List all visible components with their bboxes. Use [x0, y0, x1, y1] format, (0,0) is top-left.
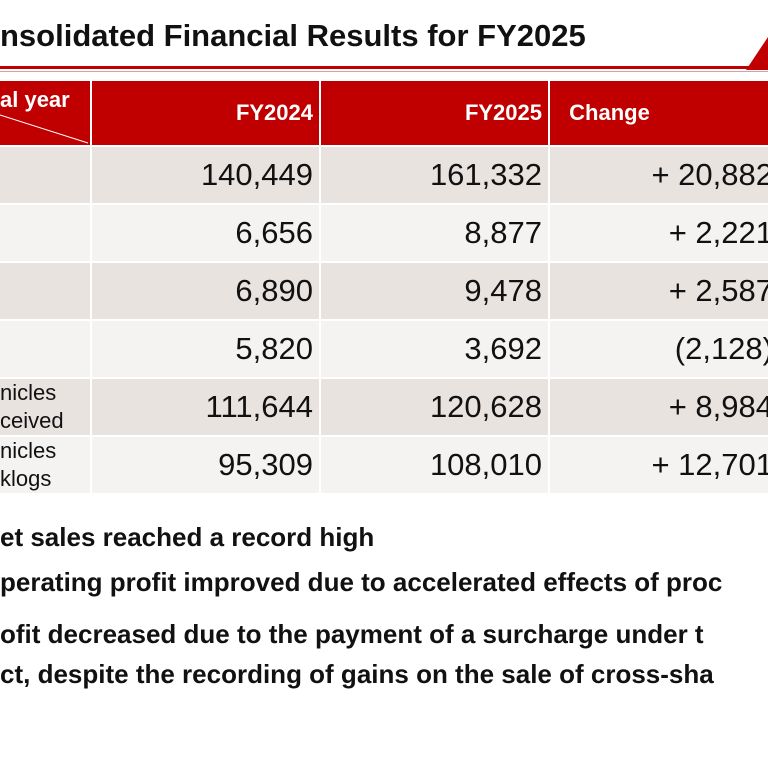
header-fy2025: FY2025	[320, 81, 550, 147]
table-row: 140,449 161,332 + 20,882	[0, 146, 768, 205]
corner-diagonal-line	[0, 114, 89, 144]
row-label	[0, 262, 92, 321]
cell-fy2025: 3,692	[320, 320, 550, 379]
cell-fy2024: 6,656	[91, 204, 321, 263]
table-header-row: al year FY2024 FY2025 Change	[0, 81, 768, 147]
cell-change: + 2,587	[549, 262, 768, 321]
row-label	[0, 204, 92, 263]
row-label: nicles ceived	[0, 378, 92, 437]
title-underline	[0, 66, 768, 69]
note-profit-decrease-cont: ct, despite the recording of gains on th…	[0, 659, 714, 689]
table-row: 6,890 9,478 + 2,587	[0, 262, 768, 321]
table-row: nicles klogs 95,309 108,010 + 12,701	[0, 436, 768, 495]
cell-fy2024: 140,449	[91, 146, 321, 205]
cell-fy2025: 120,628	[320, 378, 550, 437]
row-label	[0, 320, 92, 379]
cell-fy2024: 111,644	[91, 378, 321, 437]
financial-results-table: al year FY2024 FY2025 Change 140,449 161…	[0, 81, 768, 495]
header-fiscal-year-label: al year	[0, 87, 70, 112]
cell-fy2024: 95,309	[91, 436, 321, 495]
note-operating-profit: perating profit improved due to accelera…	[0, 567, 723, 597]
header-change: Change	[549, 81, 768, 147]
note-net-sales: et sales reached a record high	[0, 522, 375, 552]
header-fy2024: FY2024	[91, 81, 321, 147]
header-corner-cell: al year	[0, 81, 92, 147]
note-profit-decrease: ofit decreased due to the payment of a s…	[0, 619, 704, 649]
cell-change: + 12,701	[549, 436, 768, 495]
row-label: nicles klogs	[0, 436, 92, 495]
table-row: 5,820 3,692 (2,128)	[0, 320, 768, 379]
cell-change: + 8,984	[549, 378, 768, 437]
cell-fy2025: 108,010	[320, 436, 550, 495]
title-underline-thin	[0, 71, 768, 72]
red-triangle-logo	[746, 37, 768, 70]
cell-change: + 20,882	[549, 146, 768, 205]
cell-fy2025: 161,332	[320, 146, 550, 205]
row-label	[0, 146, 92, 205]
cell-fy2025: 8,877	[320, 204, 550, 263]
page-title: nsolidated Financial Results for FY2025	[0, 18, 586, 53]
cell-fy2024: 5,820	[91, 320, 321, 379]
cell-change: (2,128)	[549, 320, 768, 379]
cell-change: + 2,221	[549, 204, 768, 263]
table-row: 6,656 8,877 + 2,221	[0, 204, 768, 263]
table-row: nicles ceived 111,644 120,628 + 8,984	[0, 378, 768, 437]
cell-fy2024: 6,890	[91, 262, 321, 321]
cell-fy2025: 9,478	[320, 262, 550, 321]
